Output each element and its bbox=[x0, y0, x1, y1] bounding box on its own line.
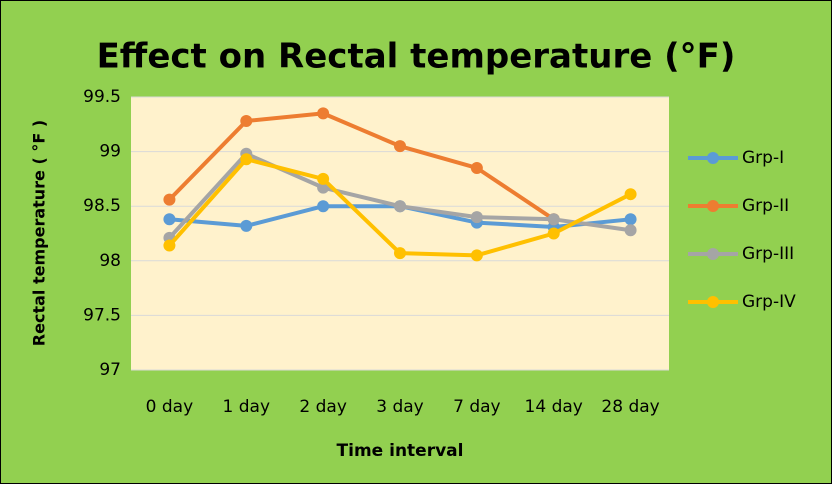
data-point bbox=[163, 213, 176, 226]
data-point bbox=[317, 200, 330, 213]
data-point bbox=[624, 188, 637, 201]
y-tick-label: 97.5 bbox=[83, 305, 121, 325]
y-tick-label: 97 bbox=[99, 360, 121, 380]
data-point bbox=[470, 249, 483, 262]
legend-marker bbox=[707, 296, 719, 308]
y-tick-label: 99.5 bbox=[83, 87, 121, 107]
data-point bbox=[394, 200, 406, 213]
y-axis-label: Rectal temperature ( °F ) bbox=[30, 120, 49, 346]
legend-label: Grp-III bbox=[742, 244, 794, 264]
data-point bbox=[547, 227, 560, 240]
data-point bbox=[163, 193, 176, 206]
x-axis-label: Time interval bbox=[337, 441, 464, 461]
x-tick-label: 3 day bbox=[376, 397, 424, 417]
data-point bbox=[163, 239, 176, 252]
legend-marker bbox=[707, 152, 719, 164]
data-point bbox=[317, 181, 330, 194]
x-tick-label: 28 day bbox=[601, 397, 659, 417]
legend-marker bbox=[707, 200, 719, 212]
plot-area bbox=[131, 97, 669, 370]
x-tick-label: 7 day bbox=[453, 397, 501, 417]
x-tick-label: 1 day bbox=[223, 397, 271, 417]
data-point bbox=[624, 213, 637, 226]
data-point bbox=[394, 140, 406, 153]
series-line bbox=[167, 111, 555, 221]
data-point bbox=[240, 219, 253, 232]
x-tick-label: 0 day bbox=[146, 397, 194, 417]
data-point bbox=[317, 172, 330, 185]
data-point bbox=[240, 115, 253, 128]
y-tick-label: 98.5 bbox=[83, 196, 121, 216]
x-tick-label: 14 day bbox=[525, 397, 583, 417]
data-point bbox=[240, 153, 253, 166]
data-point bbox=[624, 224, 637, 237]
legend-label: Grp-I bbox=[742, 148, 784, 168]
data-point bbox=[394, 247, 406, 260]
y-tick-label: 99 bbox=[99, 142, 121, 162]
chart-title: Effect on Rectal temperature (°F) bbox=[97, 37, 736, 77]
data-point bbox=[317, 107, 330, 120]
data-point bbox=[547, 213, 560, 226]
legend-marker bbox=[707, 248, 719, 260]
data-point bbox=[470, 211, 483, 224]
data-point bbox=[470, 161, 483, 174]
legend-label: Grp-II bbox=[742, 196, 789, 216]
x-tick-label: 2 day bbox=[299, 397, 347, 417]
legend-label: Grp-IV bbox=[742, 292, 796, 312]
y-tick-label: 98 bbox=[99, 251, 121, 271]
